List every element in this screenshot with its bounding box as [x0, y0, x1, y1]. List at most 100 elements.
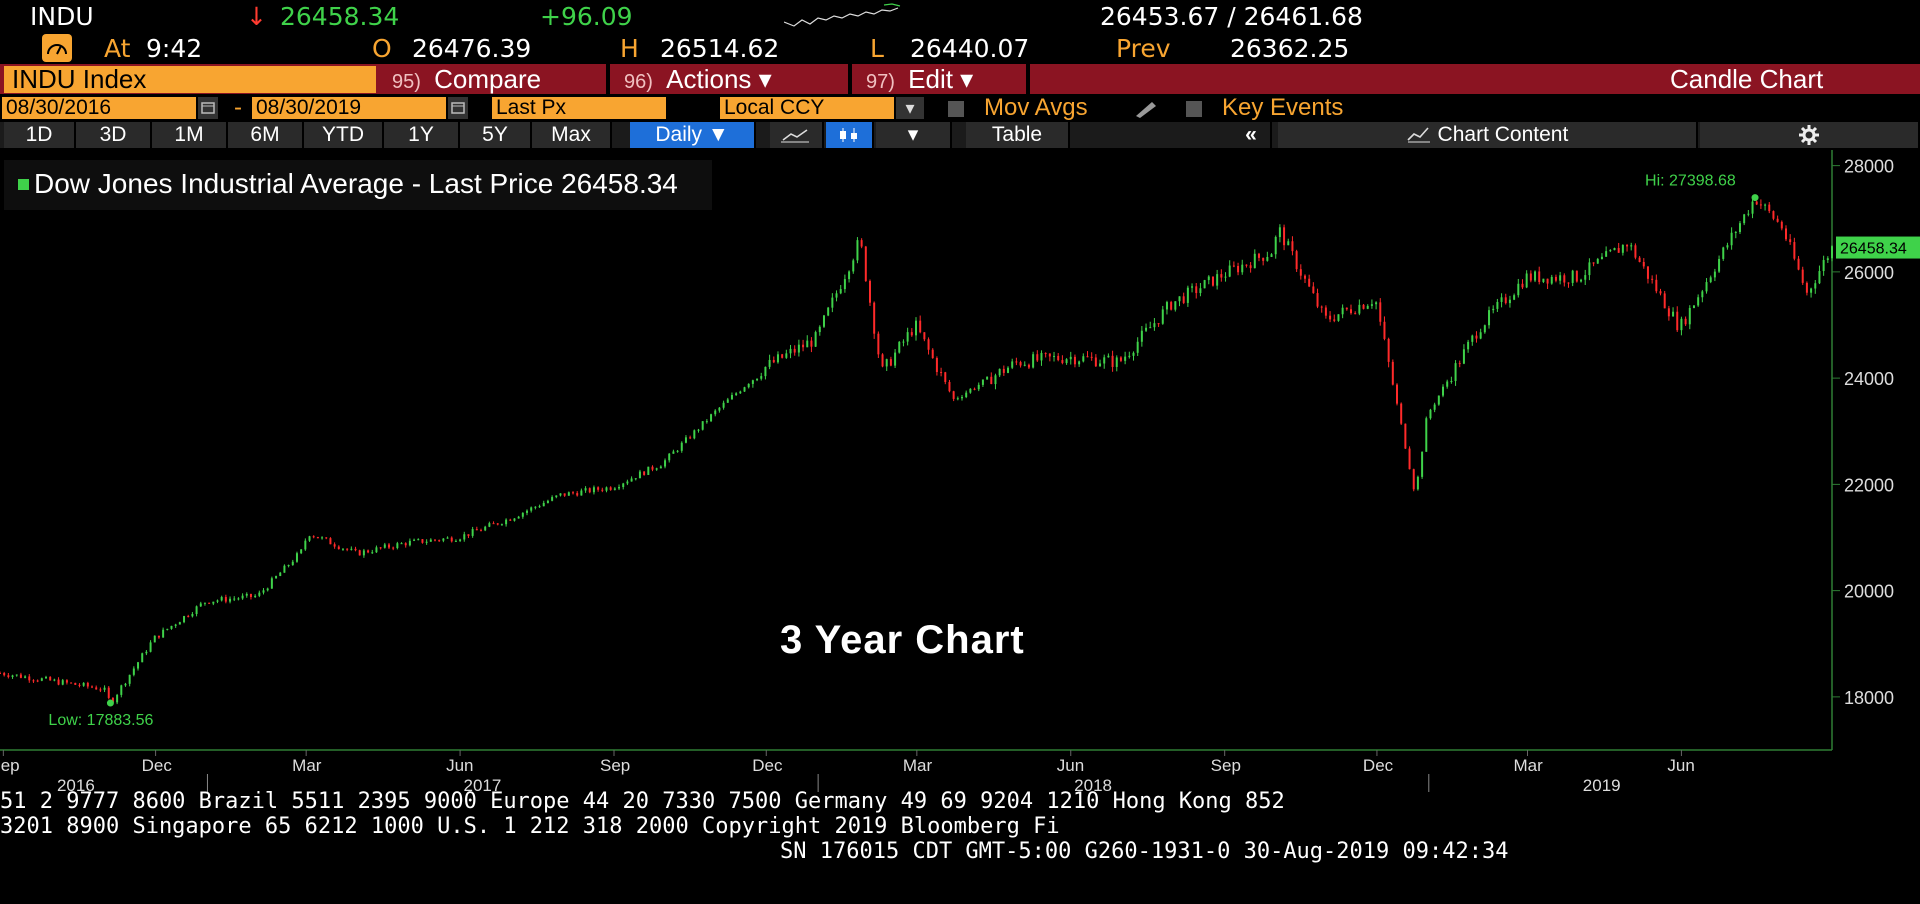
menu-divider: [848, 64, 852, 94]
collapse-icon[interactable]: «: [1232, 122, 1272, 148]
price-chart[interactable]: 18000 20000 22000 24000 26000 28000 Sep Dec Mar J…: [0, 150, 1920, 800]
key-events-checkbox[interactable]: [1186, 101, 1202, 117]
candle-body: [1479, 332, 1482, 339]
candle-body: [1442, 386, 1445, 396]
candle-body: [1404, 423, 1407, 449]
currency-selector[interactable]: Local CCY: [720, 97, 894, 119]
candle-body: [563, 493, 566, 496]
candle-body: [1425, 418, 1428, 452]
x-tick-label: Mar: [903, 756, 933, 775]
candle-body: [371, 552, 374, 554]
candle-body: [183, 616, 186, 623]
candle-body: [438, 540, 441, 542]
candle-body: [935, 357, 938, 373]
candle-body: [1496, 301, 1499, 309]
candle-body: [1370, 304, 1373, 306]
end-date-field[interactable]: 08/30/2019: [252, 97, 446, 119]
candle-body: [500, 524, 503, 526]
chart-content-button[interactable]: Chart Content: [1278, 122, 1698, 148]
candle-body: [1115, 357, 1118, 367]
candle-body: [1203, 280, 1206, 289]
speedometer-icon[interactable]: [42, 34, 72, 62]
period-button-6m[interactable]: 6M: [228, 122, 304, 148]
candle-body: [986, 376, 989, 380]
candle-body: [1182, 296, 1185, 303]
candle-body: [316, 536, 319, 539]
chart-style-dropdown-icon[interactable]: ▾: [876, 122, 952, 148]
period-button-1y[interactable]: 1Y: [384, 122, 460, 148]
currency-dropdown-icon[interactable]: ▾: [896, 97, 924, 119]
table-button[interactable]: Table: [966, 122, 1070, 148]
candle-body: [1136, 341, 1139, 353]
candle-body: [1571, 270, 1574, 283]
period-button-max[interactable]: Max: [532, 122, 612, 148]
last-price: 26458.34: [280, 2, 400, 31]
candle-body: [948, 381, 951, 392]
candle-body: [362, 550, 365, 556]
pencil-icon[interactable]: [1132, 98, 1160, 125]
candle-body: [814, 332, 817, 347]
candle-body: [358, 550, 361, 556]
mov-avgs-checkbox[interactable]: [948, 101, 964, 117]
candle-body: [873, 302, 876, 334]
ticker-symbol: INDU: [30, 2, 94, 31]
field-selector[interactable]: Last Px: [492, 97, 666, 119]
candle-body: [153, 635, 156, 643]
candle-body: [387, 544, 390, 548]
start-date-field[interactable]: 08/30/2016: [2, 97, 196, 119]
candle-body: [1270, 254, 1273, 257]
candle-body: [86, 682, 89, 687]
down-arrow-icon: ↓: [246, 2, 267, 31]
annotation-marker: [106, 699, 114, 707]
candle-body: [224, 597, 227, 602]
candle-body: [1178, 296, 1181, 302]
candle-body: [764, 366, 767, 377]
candle-body: [1090, 356, 1093, 358]
edit-button[interactable]: 97) Edit ▾: [854, 64, 1024, 94]
index-name-field[interactable]: INDU Index: [4, 66, 376, 93]
high-value: 26514.62: [660, 34, 780, 63]
calendar-icon[interactable]: [198, 97, 218, 119]
x-tick-label: Jun: [1057, 756, 1084, 775]
candle-body: [1563, 275, 1566, 283]
candle-body: [772, 359, 775, 363]
candle-body: [1237, 265, 1240, 273]
candle-body: [1826, 258, 1829, 261]
key-events-label[interactable]: Key Events: [1222, 94, 1344, 121]
candle-body: [597, 487, 600, 490]
at-label: At: [104, 34, 131, 63]
chart-type-label[interactable]: Candle Chart: [1670, 64, 1824, 94]
y-tick-label: 20000: [1844, 582, 1894, 602]
candle-body: [1554, 276, 1557, 281]
mov-avgs-label[interactable]: Mov Avgs: [984, 94, 1088, 121]
candle-body: [1245, 264, 1248, 266]
actions-button[interactable]: 96) Actions ▾: [612, 64, 848, 94]
line-chart-icon[interactable]: [770, 122, 824, 148]
candle-body: [266, 588, 269, 591]
candle-body: [1701, 291, 1704, 298]
period-button-1m[interactable]: 1M: [152, 122, 228, 148]
frequency-selector[interactable]: Daily ▼: [630, 122, 756, 148]
x-tick-label: Mar: [1514, 756, 1544, 775]
candle-body: [1320, 306, 1323, 308]
candle-body: [1488, 310, 1491, 326]
candle-body: [1408, 448, 1411, 470]
period-button-ytd[interactable]: YTD: [304, 122, 384, 148]
settings-button[interactable]: [1700, 122, 1920, 148]
calendar-icon[interactable]: [448, 97, 468, 119]
candle-body: [1015, 361, 1018, 363]
candle-body: [1396, 384, 1399, 404]
candle-body: [1617, 247, 1620, 253]
candle-body: [881, 354, 884, 367]
menu-divider: [606, 64, 610, 94]
period-button-5y[interactable]: 5Y: [460, 122, 532, 148]
candle-chart-icon[interactable]: [826, 122, 874, 148]
candle-body: [1412, 469, 1415, 490]
candle-body: [776, 354, 779, 363]
compare-button[interactable]: 95) Compare: [384, 64, 606, 94]
period-button-1d[interactable]: 1D: [4, 122, 76, 148]
candle-body: [208, 602, 211, 604]
candle-body: [216, 600, 219, 602]
candle-body: [1312, 286, 1315, 294]
period-button-3d[interactable]: 3D: [76, 122, 152, 148]
